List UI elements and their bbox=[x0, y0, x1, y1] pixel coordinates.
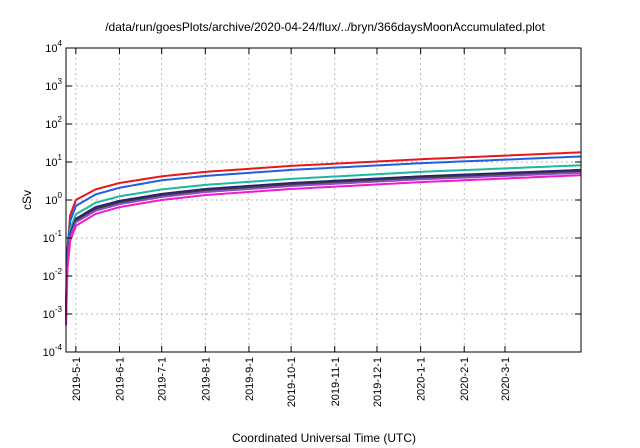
series-line-3 bbox=[65, 164, 582, 315]
y-tick-label: 101 bbox=[45, 153, 62, 169]
y-tick-label: 103 bbox=[45, 77, 62, 93]
y-tick-label: 10-1 bbox=[43, 229, 63, 245]
x-tick-label: 2020-2-1 bbox=[459, 357, 471, 401]
x-tick-label: 2019-5-1 bbox=[71, 357, 83, 401]
chart-title: /data/run/goesPlots/archive/2020-04-24/f… bbox=[105, 20, 545, 34]
grid bbox=[66, 48, 581, 352]
y-tick-label: 102 bbox=[45, 115, 62, 131]
y-tick-label: 100 bbox=[45, 191, 62, 207]
series-line-7 bbox=[65, 174, 582, 326]
x-axis-label: Coordinated Universal Time (UTC) bbox=[232, 431, 416, 445]
series-line-4 bbox=[65, 168, 582, 316]
series-line-1 bbox=[65, 151, 582, 303]
series-lines bbox=[65, 151, 582, 326]
y-tick-labels: 10-4 10-3 10-2 10-1 100 101 102 103 104 bbox=[43, 39, 63, 359]
x-tick-label: 2019-9-1 bbox=[244, 357, 256, 401]
x-tick-label: 2019-7-1 bbox=[157, 357, 169, 401]
series-line-2 bbox=[65, 155, 582, 308]
x-tick-label: 2020-1-1 bbox=[416, 357, 428, 401]
x-tick-label: 2019-10-1 bbox=[286, 357, 298, 407]
axis-ticks bbox=[66, 47, 581, 353]
x-tick-label: 2019-12-1 bbox=[372, 357, 384, 407]
x-tick-label: 2020-3-1 bbox=[500, 357, 512, 401]
y-tick-label: 10-4 bbox=[43, 343, 63, 359]
y-axis-label: cSv bbox=[20, 190, 34, 210]
x-tick-label: 2019-11-1 bbox=[330, 357, 342, 406]
y-tick-label: 104 bbox=[45, 39, 62, 55]
x-tick-labels: 2019-5-1 2019-6-1 2019-7-1 2019-8-1 2019-9-1… bbox=[71, 357, 512, 407]
y-tick-label: 10-3 bbox=[43, 305, 63, 321]
series-line-6 bbox=[65, 171, 582, 320]
x-tick-label: 2019-8-1 bbox=[200, 357, 212, 401]
y-tick-label: 10-2 bbox=[43, 267, 63, 283]
series-line-5 bbox=[65, 170, 582, 318]
x-tick-label: 2019-6-1 bbox=[114, 357, 126, 401]
